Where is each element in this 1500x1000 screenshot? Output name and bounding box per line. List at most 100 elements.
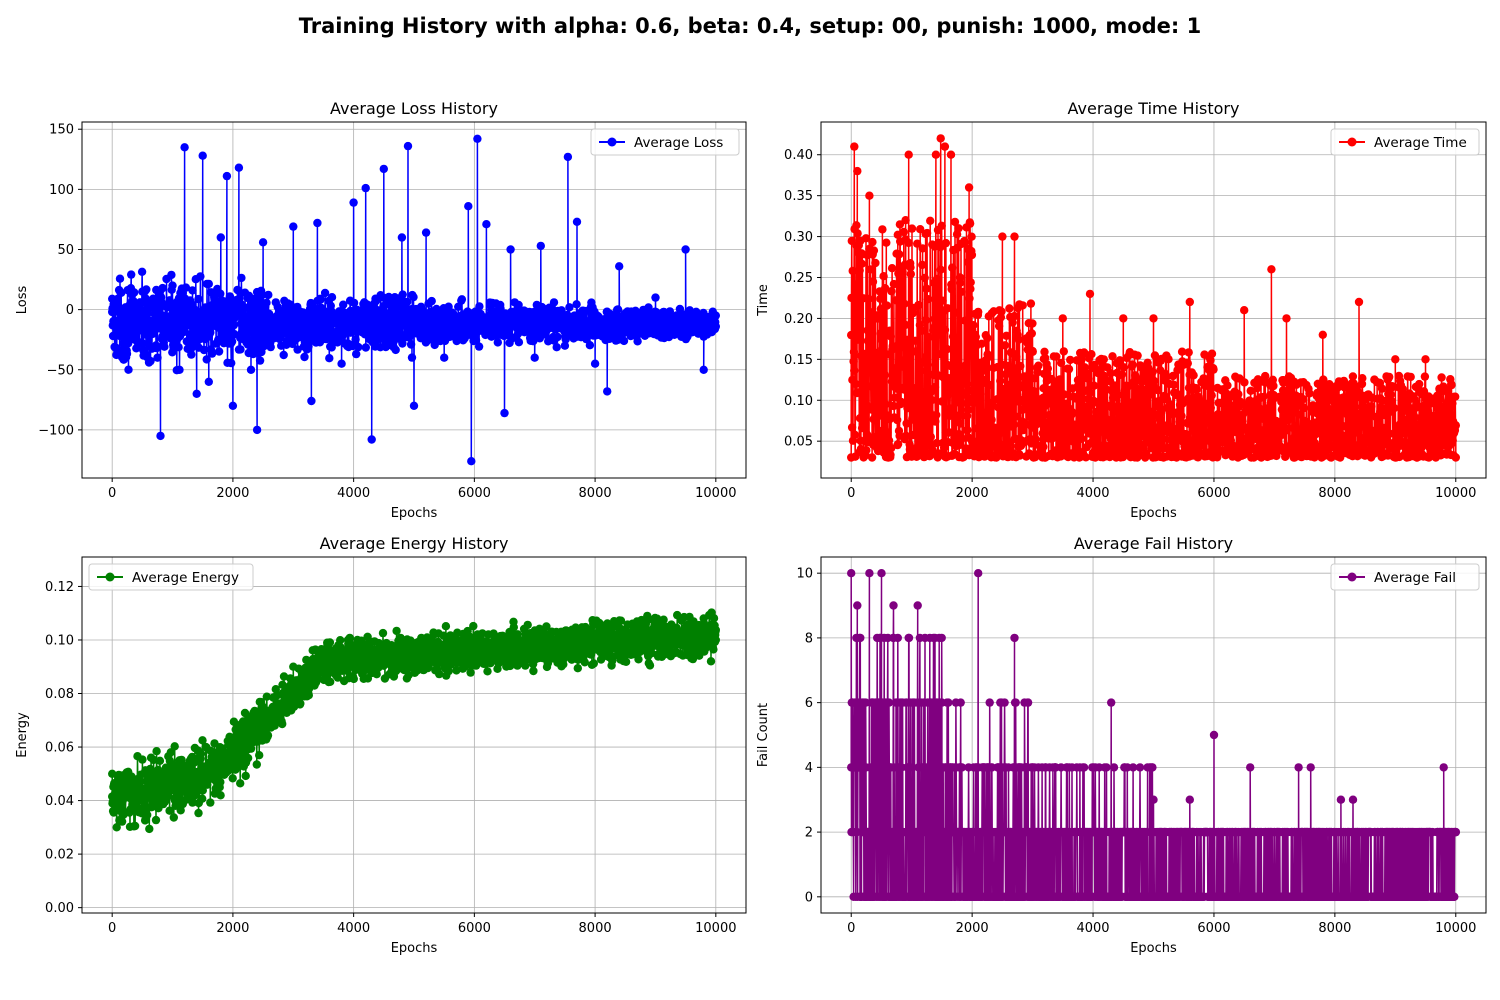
data-point <box>900 299 909 308</box>
data-point <box>1348 372 1358 381</box>
data-point <box>1089 381 1099 390</box>
x-tick-label: 2000 <box>956 486 989 501</box>
data-point <box>1110 381 1120 390</box>
data-point <box>198 794 207 803</box>
data-point <box>170 742 179 751</box>
data-point <box>906 269 915 279</box>
data-point <box>166 748 175 757</box>
data-point <box>1114 390 1123 400</box>
chart-average-time-history: 0 2000 4000 6000 8000 100000.050.100.150.200.… <box>756 99 1487 521</box>
data-point <box>349 198 358 207</box>
data-point <box>955 410 964 420</box>
y-tick-label: 0.40 <box>784 148 813 163</box>
data-point <box>137 267 147 276</box>
data-point <box>946 150 956 159</box>
data-point <box>1045 410 1054 420</box>
data-point <box>864 294 873 304</box>
data-point <box>1040 347 1049 356</box>
data-point <box>1085 388 1095 397</box>
data-point <box>875 426 884 436</box>
data-point <box>901 216 910 225</box>
data-point <box>255 751 264 760</box>
data-point <box>1184 348 1193 357</box>
data-point <box>1354 297 1364 307</box>
data-point <box>475 302 484 311</box>
data-point <box>1087 350 1096 359</box>
y-tick-label: 0.30 <box>784 230 813 245</box>
axes-frame <box>81 121 747 479</box>
data-point <box>1234 390 1243 399</box>
data-point <box>403 141 413 151</box>
data-point <box>440 353 449 362</box>
data-point <box>1039 384 1048 393</box>
data-point <box>1293 426 1302 435</box>
data-point <box>975 389 985 399</box>
data-point <box>237 273 246 283</box>
data-point <box>1267 265 1276 274</box>
data-point <box>1389 403 1399 413</box>
data-point <box>903 404 912 413</box>
data-point <box>881 400 890 409</box>
data-point <box>895 250 904 259</box>
data-point <box>1140 399 1149 408</box>
data-point <box>112 823 121 832</box>
data-point <box>904 396 913 406</box>
data-point <box>1108 352 1117 361</box>
data-point <box>966 278 975 287</box>
data-point <box>946 379 955 388</box>
data-point <box>117 817 127 826</box>
data-point <box>867 453 877 462</box>
data-point <box>1200 399 1209 408</box>
data-point <box>891 296 901 305</box>
data-point <box>175 365 184 374</box>
data-point <box>1420 372 1430 381</box>
data-point <box>1240 306 1249 315</box>
data-point <box>916 225 925 234</box>
data-point <box>130 288 139 297</box>
data-point <box>849 347 859 357</box>
data-point <box>943 304 952 313</box>
data-point <box>194 294 203 304</box>
data-point <box>951 308 960 317</box>
data-point <box>1447 380 1456 390</box>
data-point <box>263 731 273 740</box>
data-point <box>1007 404 1017 413</box>
data-point <box>320 288 330 298</box>
data-point <box>917 326 927 335</box>
data-point <box>1106 369 1115 378</box>
data-point <box>1119 314 1128 323</box>
data-point <box>146 356 155 366</box>
data-point <box>1284 415 1293 425</box>
data-point <box>272 691 281 700</box>
data-point <box>1199 405 1209 414</box>
data-point <box>300 352 309 362</box>
data-point <box>1206 356 1215 365</box>
figure-title: Training History with alpha: 0.6, beta: … <box>298 14 1202 38</box>
data-point <box>918 260 927 270</box>
data-point <box>241 771 250 781</box>
x-tick-label: 2000 <box>216 486 249 501</box>
data-point <box>1139 418 1149 427</box>
y-tick-label: 150 <box>49 123 74 138</box>
data-point <box>957 399 967 408</box>
data-point <box>851 280 860 289</box>
data-point <box>886 332 895 341</box>
data-point <box>461 332 470 341</box>
data-point <box>427 296 436 306</box>
data-point <box>904 150 913 159</box>
data-point <box>124 365 133 374</box>
data-point <box>206 328 215 337</box>
data-point <box>916 426 925 435</box>
data-point <box>899 362 908 371</box>
legend: Average Time <box>1330 128 1480 156</box>
data-point <box>964 405 973 415</box>
data-point <box>1007 389 1016 399</box>
data-point <box>236 345 245 354</box>
data-point <box>892 363 902 372</box>
data-point <box>923 360 932 369</box>
data-point <box>1268 375 1278 384</box>
data-point <box>371 296 381 305</box>
data-point <box>962 379 971 389</box>
data-point <box>553 332 562 342</box>
data-point <box>227 358 236 368</box>
